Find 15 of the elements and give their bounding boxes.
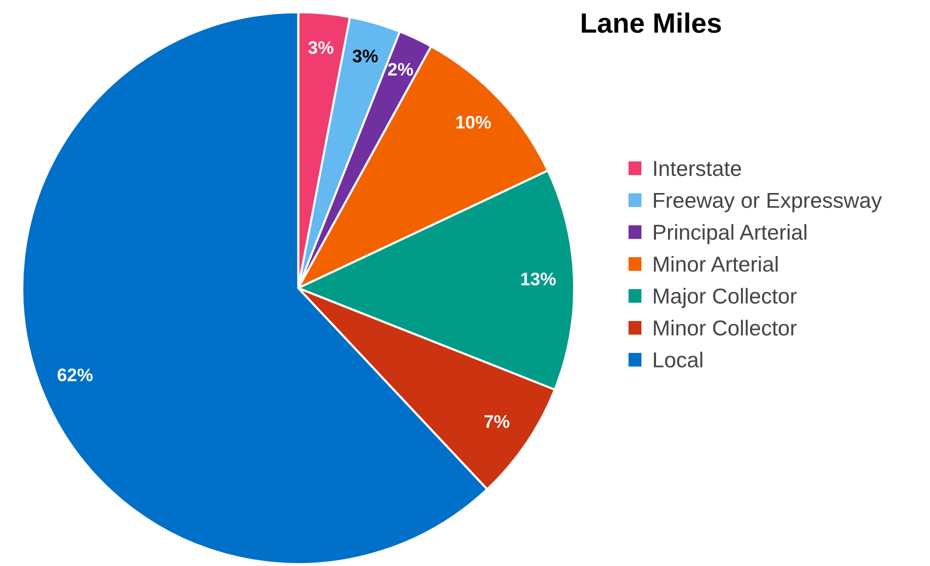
chart-title: Lane Miles [582, 12, 721, 33]
legend-label: Freeway or Expressway [654, 192, 882, 212]
data-label: 13% [521, 272, 556, 286]
data-label: 10% [456, 116, 491, 129]
data-label: 2% [388, 62, 414, 76]
legend-label: Interstate [654, 161, 741, 176]
data-label: 3% [308, 41, 334, 54]
legend-label: Local [654, 352, 702, 368]
data-label: 3% [352, 50, 378, 62]
legend-label: Principal Arterial [654, 224, 806, 244]
legend-label: Minor Collector [654, 320, 797, 336]
legend-label: Minor Arterial [654, 256, 778, 272]
legend-label: Major Collector [654, 288, 797, 308]
data-label: 7% [484, 415, 510, 428]
data-label: 62% [58, 368, 93, 382]
